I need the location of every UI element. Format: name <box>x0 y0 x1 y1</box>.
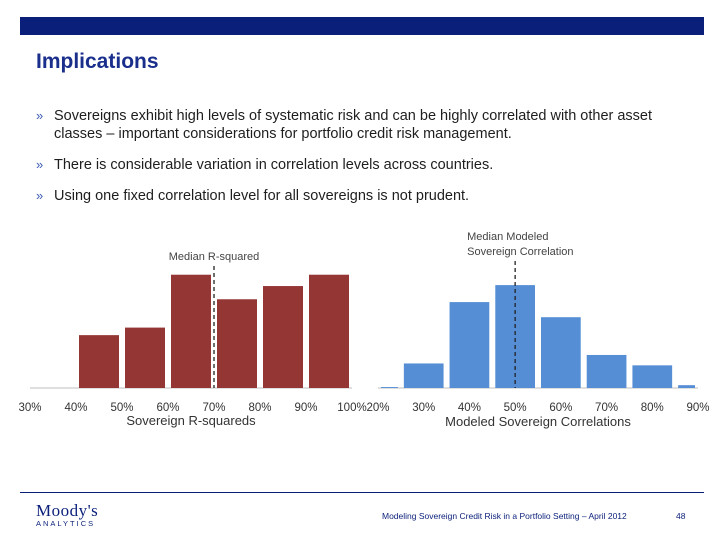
bar <box>541 317 581 388</box>
median-annotation: Sovereign Correlation <box>467 246 573 258</box>
x-tick-label: 30% <box>412 402 435 414</box>
bar <box>79 335 119 388</box>
correlation-histogram: 20% 30% 40% 50% 60% 70% 80% 90% Modeled Sovereig… <box>366 231 709 429</box>
x-tick-label: 80% <box>248 402 271 414</box>
bar <box>449 302 490 388</box>
header-bar <box>20 17 704 35</box>
x-tick-label: 60% <box>156 402 179 414</box>
bar <box>586 354 627 388</box>
x-tick-label: 90% <box>294 402 317 414</box>
x-tick-label: 50% <box>504 402 527 414</box>
x-tick-label: 70% <box>595 402 618 414</box>
x-tick-label: 40% <box>458 402 481 414</box>
footer-note: Modeling Sovereign Credit Risk in a Port… <box>382 511 627 521</box>
x-tick-label: 40% <box>64 402 87 414</box>
footer-divider <box>20 492 704 493</box>
x-tick-label: 20% <box>366 402 389 414</box>
x-tick-label: 80% <box>641 402 664 414</box>
x-tick-label: 50% <box>110 402 133 414</box>
bullet-item: » Sovereigns exhibit high levels of syste… <box>36 107 696 143</box>
bullet-text: Using one fixed correlation level for al… <box>54 188 470 204</box>
x-tick-label: 60% <box>549 402 572 414</box>
bullet-marker: » <box>36 108 44 123</box>
bar <box>217 299 257 388</box>
median-annotation: Median R-squared <box>169 251 260 263</box>
bullet-text: There is considerable variation in corre… <box>54 157 494 173</box>
bullet-marker: » <box>36 157 44 172</box>
bar <box>632 365 673 388</box>
page-title: Implications <box>36 50 159 73</box>
bullet-text: Sovereigns exhibit high levels of system… <box>54 108 653 142</box>
bullet-item: » Using one fixed correlation level for a… <box>36 187 696 205</box>
x-tick-label: 100% <box>337 402 366 414</box>
bar <box>171 274 211 388</box>
bar <box>381 387 398 388</box>
x-tick-label: 90% <box>686 402 709 414</box>
logo-wordmark: Moody's <box>36 501 99 520</box>
bar <box>263 286 303 388</box>
logo-subtitle: ANALYTICS <box>36 519 96 528</box>
bar <box>125 327 165 388</box>
bar <box>403 363 444 388</box>
x-axis-title: Modeled Sovereign Correlations <box>445 414 631 429</box>
bar <box>309 274 349 388</box>
moodys-analytics-logo: Moody's ANALYTICS <box>36 501 98 528</box>
x-axis-title: Sovereign R-squareds <box>126 413 256 428</box>
r-squared-histogram: 30% 40% 50% 60% 70% 80% 90% 100% Sovereign R-squ… <box>18 251 366 428</box>
median-annotation: Median Modeled <box>467 231 548 243</box>
page-number: 48 <box>676 511 686 521</box>
bullet-item: » There is considerable variation in corr… <box>36 156 696 174</box>
bullet-marker: » <box>36 188 44 203</box>
bar <box>495 285 535 388</box>
x-tick-label: 70% <box>202 402 225 414</box>
bullet-list: » Sovereigns exhibit high levels of syste… <box>36 107 696 218</box>
bar <box>678 385 695 388</box>
x-tick-label: 30% <box>18 402 41 414</box>
